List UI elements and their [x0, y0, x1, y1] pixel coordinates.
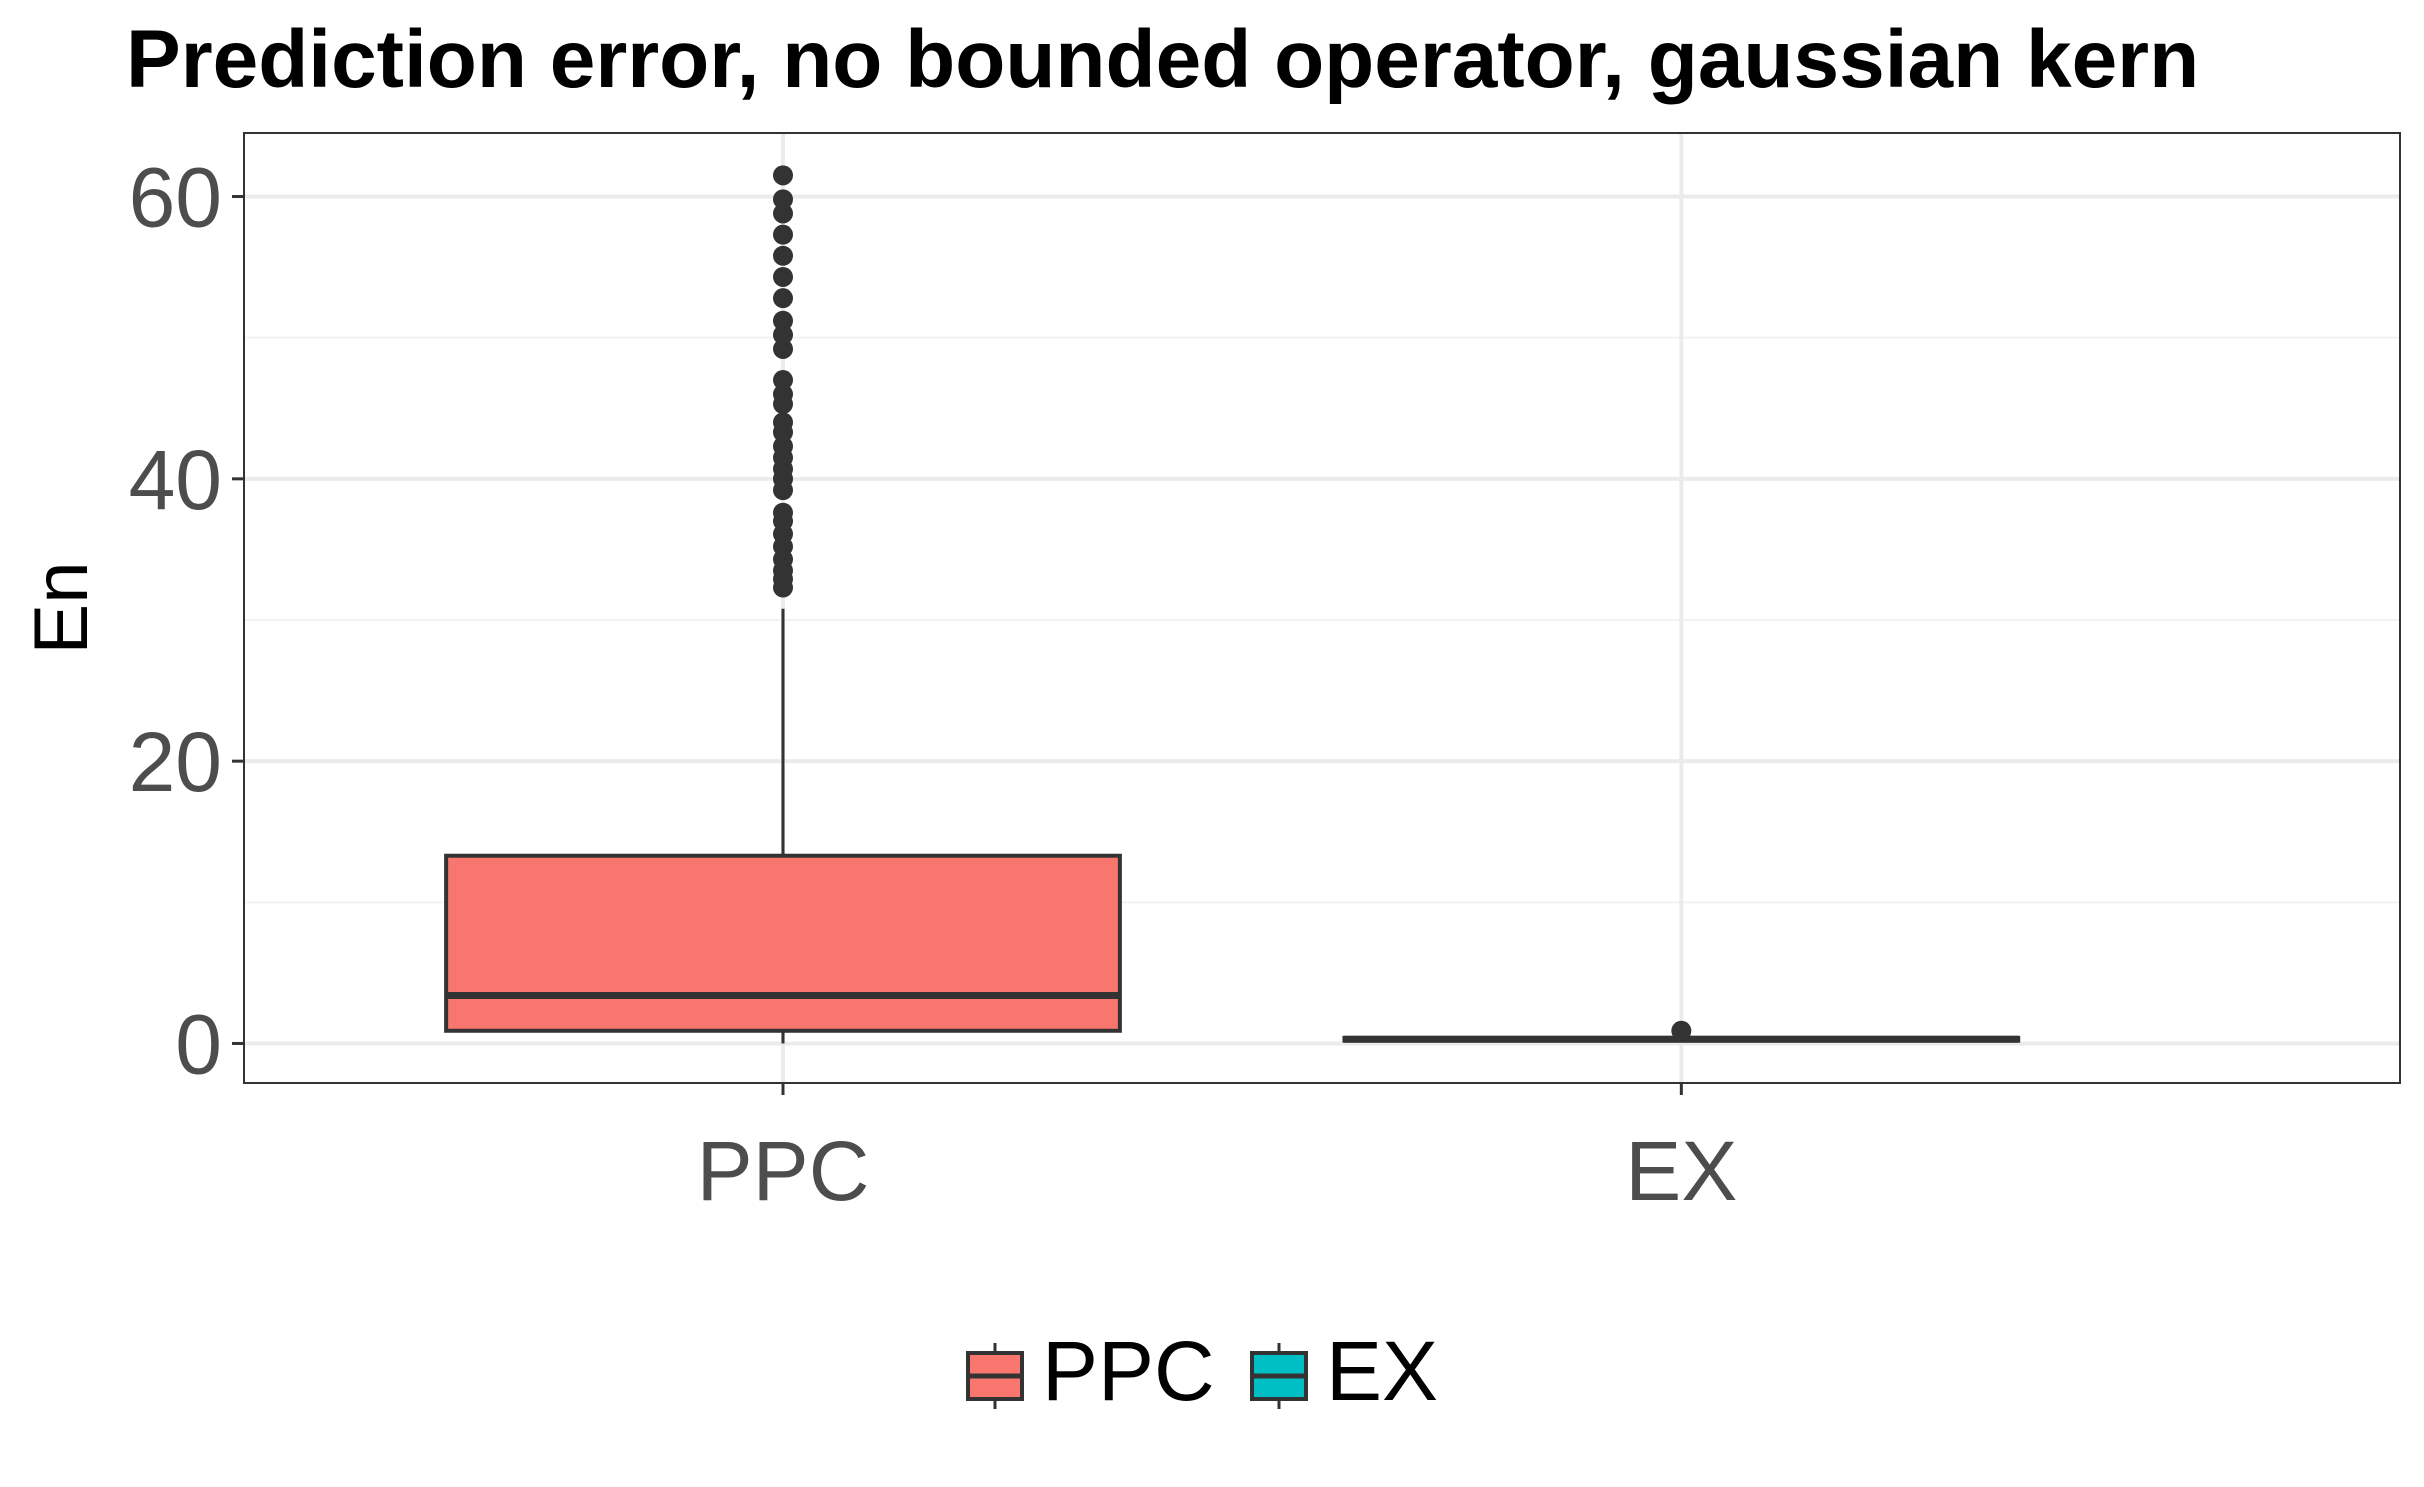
outlier-point [773, 436, 793, 457]
outlier-point [1671, 1020, 1692, 1041]
iqr-box [444, 853, 1122, 1033]
panel-border [243, 132, 2401, 1084]
outlier-point [773, 412, 793, 433]
plot-area: 0 20 40 60 PPC EX [129, 132, 2401, 1218]
legend-label: EX [1326, 1324, 1438, 1418]
outlier-point [773, 502, 793, 523]
outlier-point [773, 384, 793, 405]
chart-title: Prediction error, no bounded operator, g… [126, 14, 2199, 105]
outlier-point [773, 189, 793, 210]
y-tick-label: 0 [175, 997, 222, 1091]
box-ex [1342, 1020, 2021, 1043]
outlier-point [773, 288, 793, 309]
outlier-point [773, 165, 793, 186]
y-tick-label: 60 [129, 151, 222, 245]
legend-item-ex: EX [1250, 1324, 1438, 1418]
outlier-point [773, 203, 793, 224]
x-tick-label: EX [1625, 1124, 1737, 1218]
x-tick-label: PPC [697, 1124, 870, 1218]
legend: PPC EX [966, 1324, 1438, 1418]
outlier-point [773, 245, 793, 266]
outlier-point [773, 310, 793, 331]
outlier-point [773, 266, 793, 287]
outlier-point [773, 324, 793, 345]
outlier-point [773, 338, 793, 359]
y-tick-label: 20 [129, 715, 222, 809]
y-axis-title: En [19, 562, 104, 655]
y-tick-label: 40 [129, 433, 222, 527]
outlier-point [773, 224, 793, 245]
legend-label: PPC [1042, 1324, 1215, 1418]
outlier-point [773, 370, 793, 391]
legend-item-ppc: PPC [966, 1324, 1215, 1418]
box-ppc [444, 165, 1122, 1044]
